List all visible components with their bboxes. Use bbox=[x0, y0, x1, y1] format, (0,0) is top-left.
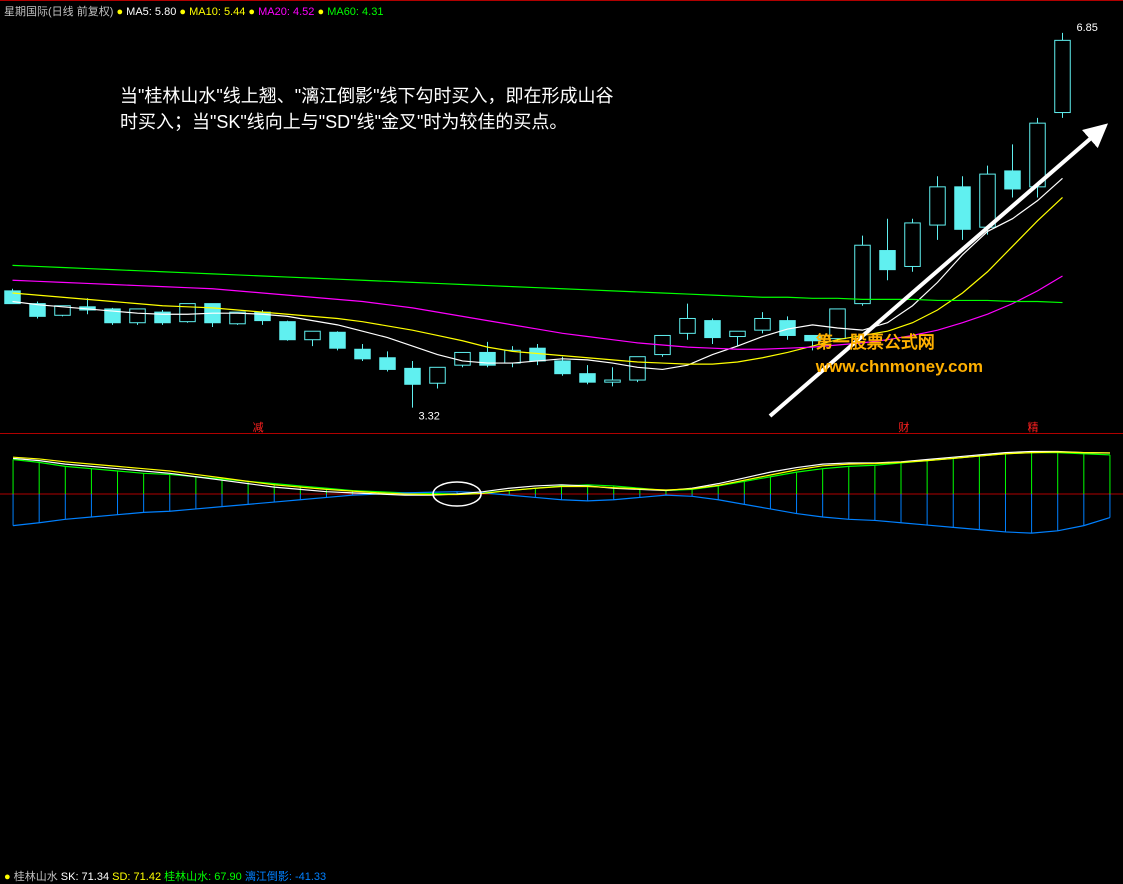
footer-label: 财 bbox=[898, 419, 909, 435]
watermark: 第一股票公式网 www.chnmoney.com bbox=[816, 331, 983, 379]
footer-label: 减 bbox=[253, 419, 264, 435]
sub-chart-svg bbox=[0, 434, 1123, 544]
main-candlestick-chart[interactable]: 星期国际(日线 前复权) ● MA5: 5.80 ● MA10: 5.44 ● … bbox=[0, 0, 1123, 434]
sub-chart-legend: ● 桂林山水 SK: 71.34 SD: 71.42 桂林山水: 67.90 漓… bbox=[4, 868, 326, 884]
price-label-high: 6.85 bbox=[1077, 22, 1098, 34]
price-label-low: 3.32 bbox=[419, 411, 440, 423]
footer-label: 精 bbox=[1028, 419, 1039, 435]
sub-indicator-chart[interactable]: ● 桂林山水 SK: 71.34 SD: 71.42 桂林山水: 67.90 漓… bbox=[0, 434, 1123, 544]
annotation-note: 当"桂林山水"线上翘、"漓江倒影"线下勾时买入，即在形成山谷 时买入；当"SK"… bbox=[120, 83, 614, 135]
